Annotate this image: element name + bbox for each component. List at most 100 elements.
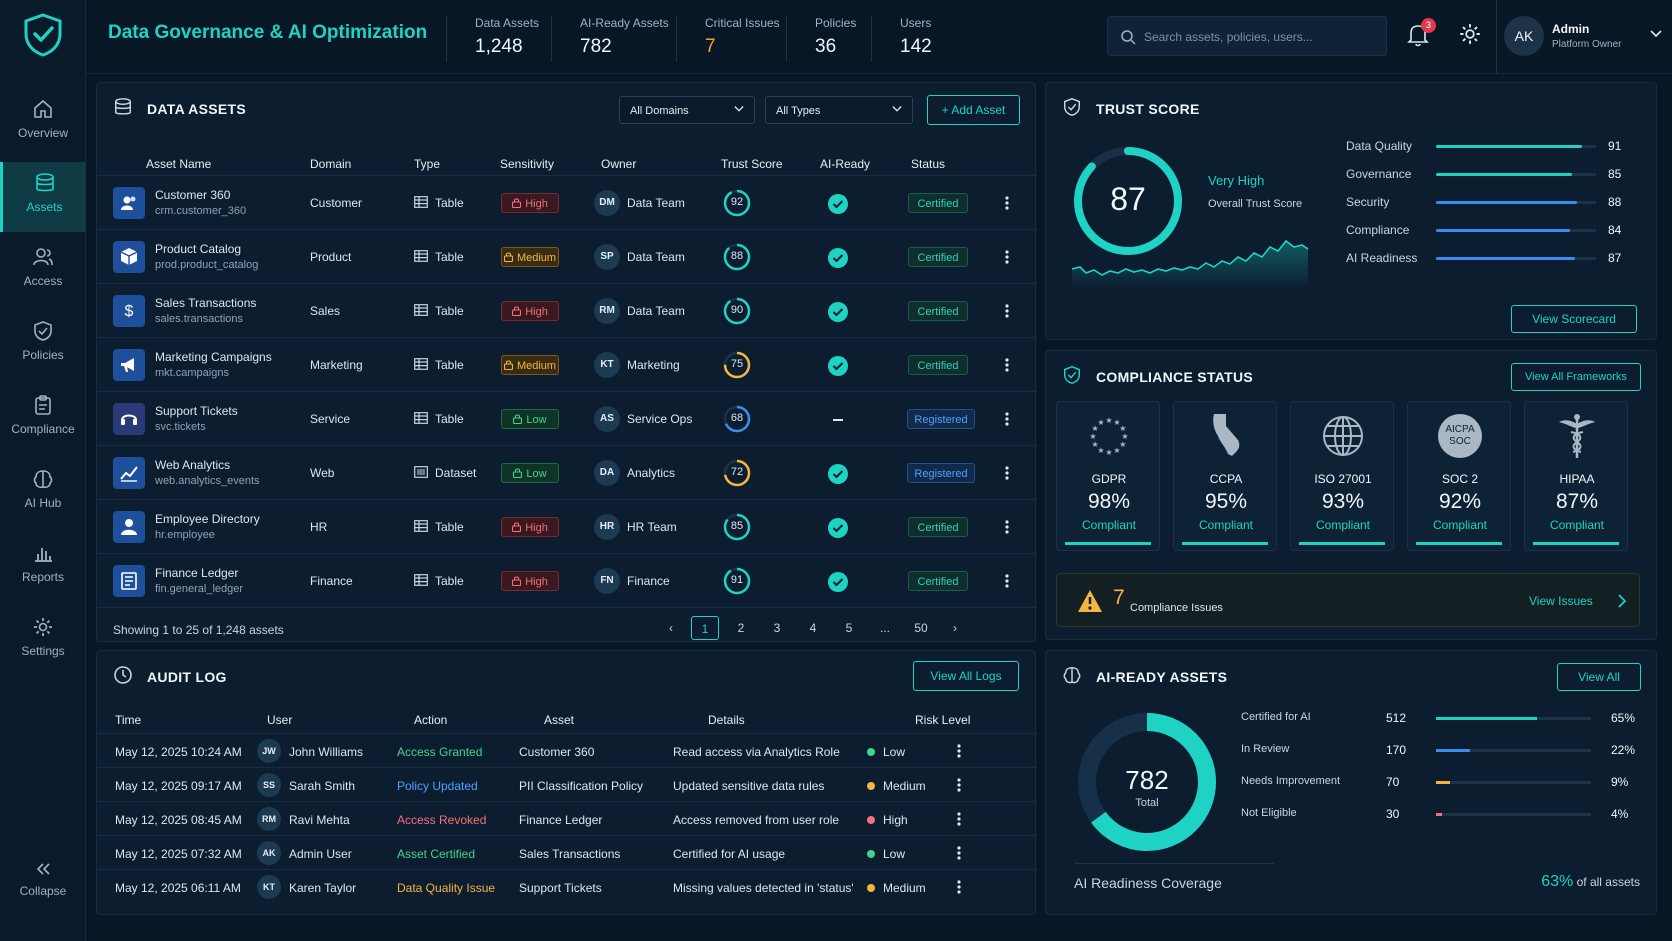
chevron-right-icon xyxy=(1618,594,1627,608)
audit-time: May 12, 2025 09:17 AM xyxy=(115,779,242,793)
row-menu-button[interactable] xyxy=(1005,573,1009,589)
audit-action: Policy Updated xyxy=(397,779,478,793)
risk-level: Medium xyxy=(867,881,926,895)
framework-card-ccpa[interactable]: CCPA 95% Compliant xyxy=(1173,401,1277,551)
col-sensitivity[interactable]: Sensitivity xyxy=(500,157,555,171)
page-5-button[interactable]: 5 xyxy=(845,621,853,635)
row-menu-button[interactable] xyxy=(1005,303,1009,319)
asset-name[interactable]: Web Analytics xyxy=(155,458,231,472)
notifications-button[interactable]: 3 xyxy=(1406,18,1436,52)
col-trust-score[interactable]: Trust Score xyxy=(721,157,783,171)
more-vertical-icon xyxy=(1005,196,1009,210)
asset-name[interactable]: Product Catalog xyxy=(155,242,242,256)
audit-row[interactable]: May 12, 2025 07:32 AM AK Admin User Asse… xyxy=(97,835,1037,870)
table-row[interactable]: $ Sales Transactions sales.transactions … xyxy=(97,283,1037,337)
row-menu-button[interactable] xyxy=(1005,465,1009,481)
owner-name: Analytics xyxy=(627,466,676,480)
col-type[interactable]: Type xyxy=(414,157,441,171)
status-badge: Registered xyxy=(907,409,975,429)
next-page-button[interactable]: › xyxy=(953,621,957,635)
bar-chart-icon xyxy=(35,548,52,562)
page-4-button[interactable]: 4 xyxy=(809,621,817,635)
row-menu-button[interactable] xyxy=(957,879,961,895)
sidebar-item-policies[interactable]: Policies xyxy=(0,310,86,380)
status-badge: Registered xyxy=(907,463,975,483)
row-menu-button[interactable] xyxy=(957,777,961,793)
audit-row[interactable]: May 12, 2025 09:17 AM SS Sarah Smith Pol… xyxy=(97,767,1037,802)
framework-card-hipaa[interactable]: HIPAA 87% Compliant xyxy=(1524,401,1628,551)
check-circle-icon xyxy=(828,572,848,592)
page-3-button[interactable]: 3 xyxy=(773,621,781,635)
row-menu-button[interactable] xyxy=(1005,411,1009,427)
row-menu-button[interactable] xyxy=(1005,249,1009,265)
search-box[interactable] xyxy=(1107,16,1387,56)
sidebar-item-reports[interactable]: Reports xyxy=(0,532,86,602)
sidebar-item-overview[interactable]: Overview xyxy=(0,88,86,158)
table-row[interactable]: Product Catalog prod.product_catalog Pro… xyxy=(97,229,1037,283)
type-filter-select[interactable]: All Types xyxy=(765,96,913,124)
sidebar-item-assets[interactable]: Assets xyxy=(0,162,86,232)
asset-domain: Customer xyxy=(310,196,363,210)
col-domain[interactable]: Domain xyxy=(310,157,352,171)
asset-name[interactable]: Support Tickets xyxy=(155,404,238,418)
sidebar-item-access[interactable]: Access xyxy=(0,236,86,306)
asset-name[interactable]: Customer 360 xyxy=(155,188,231,202)
col-asset-name[interactable]: Asset Name xyxy=(146,157,212,171)
row-menu-button[interactable] xyxy=(957,811,961,827)
sidebar-item-settings[interactable]: Settings xyxy=(0,606,86,676)
framework-card-gdpr[interactable]: ★ ★ ★ ★ ★ ★ ★ ★ ★ ★ ★ ★ GDPR 98% Compliant xyxy=(1056,401,1160,551)
table-row[interactable]: Marketing Campaigns mkt.campaigns Market… xyxy=(97,337,1037,391)
table-row[interactable]: Finance Ledger fin.general_ledger Financ… xyxy=(97,553,1037,607)
settings-button[interactable] xyxy=(1458,22,1484,48)
view-all-frameworks-button[interactable]: View All Frameworks xyxy=(1511,363,1641,391)
framework-card-soc-2[interactable]: AICPA SOC SOC 2 92% Compliant xyxy=(1407,401,1511,551)
asset-name[interactable]: Sales Transactions xyxy=(155,296,257,310)
logo-shield-icon xyxy=(24,13,62,57)
table-row[interactable]: Employee Directory hr.employee HR Table … xyxy=(97,499,1037,553)
collapse-button[interactable]: Collapse xyxy=(0,850,86,910)
col-ai-ready[interactable]: AI-Ready xyxy=(820,157,871,171)
asset-name[interactable]: Finance Ledger xyxy=(155,566,239,580)
lock-icon xyxy=(503,252,513,263)
ledger-icon xyxy=(121,572,137,590)
page-50-button[interactable]: 50 xyxy=(914,621,928,635)
double-chevron-left-icon xyxy=(36,863,50,875)
add-asset-button[interactable]: + Add Asset xyxy=(927,95,1020,125)
compliance-issues-bar[interactable]: 7 Compliance Issues View Issues xyxy=(1056,573,1640,627)
row-menu-button[interactable] xyxy=(957,845,961,861)
framework-status: Compliant xyxy=(1198,518,1254,532)
row-menu-button[interactable] xyxy=(1005,519,1009,535)
page-1-button[interactable]: 1 xyxy=(691,616,719,640)
audit-action: Asset Certified xyxy=(397,847,476,861)
svg-text:★: ★ xyxy=(1092,424,1099,433)
row-menu-button[interactable] xyxy=(1005,357,1009,373)
search-input[interactable] xyxy=(1144,26,1374,48)
row-menu-button[interactable] xyxy=(1005,195,1009,211)
prev-page-button[interactable]: ‹ xyxy=(669,621,673,635)
view-all-button[interactable]: View All xyxy=(1557,663,1641,691)
view-scorecard-button[interactable]: View Scorecard xyxy=(1511,305,1637,333)
page-2-button[interactable]: 2 xyxy=(737,621,745,635)
framework-card-iso-27001[interactable]: ISO 27001 93% Compliant xyxy=(1290,401,1394,551)
col-risk-level: Risk Level xyxy=(915,713,971,727)
asset-name-cell: Product Catalog prod.product_catalog xyxy=(155,242,258,271)
trust-score-ring xyxy=(723,513,751,541)
col-owner[interactable]: Owner xyxy=(601,157,637,171)
status-badge: Certified xyxy=(908,193,968,213)
table-row[interactable]: Customer 360 crm.customer_360 Customer T… xyxy=(97,175,1037,229)
table-row[interactable]: Support Tickets svc.tickets Service Tabl… xyxy=(97,391,1037,445)
audit-row[interactable]: May 12, 2025 06:11 AM KT Karen Taylor Da… xyxy=(97,869,1037,904)
row-menu-button[interactable] xyxy=(957,743,961,759)
col-status[interactable]: Status xyxy=(911,157,946,171)
sidebar-item-ai-hub[interactable]: AI Hub xyxy=(0,458,86,528)
domain-filter-select[interactable]: All Domains xyxy=(619,96,755,124)
asset-name[interactable]: Employee Directory xyxy=(155,512,260,526)
audit-row[interactable]: May 12, 2025 10:24 AM JW John Williams A… xyxy=(97,733,1037,768)
view-all-logs-button[interactable]: View All Logs xyxy=(913,661,1019,691)
audit-row[interactable]: May 12, 2025 08:45 AM RM Ravi Mehta Acce… xyxy=(97,801,1037,836)
view-issues-link[interactable]: View Issues xyxy=(1529,594,1593,608)
asset-name[interactable]: Marketing Campaigns xyxy=(155,350,272,364)
table-row[interactable]: Web Analytics web.analytics_events Web D… xyxy=(97,445,1037,499)
sidebar-item-compliance[interactable]: Compliance xyxy=(0,384,86,454)
user-menu[interactable]: AK Admin Platform Owner xyxy=(1504,16,1664,58)
